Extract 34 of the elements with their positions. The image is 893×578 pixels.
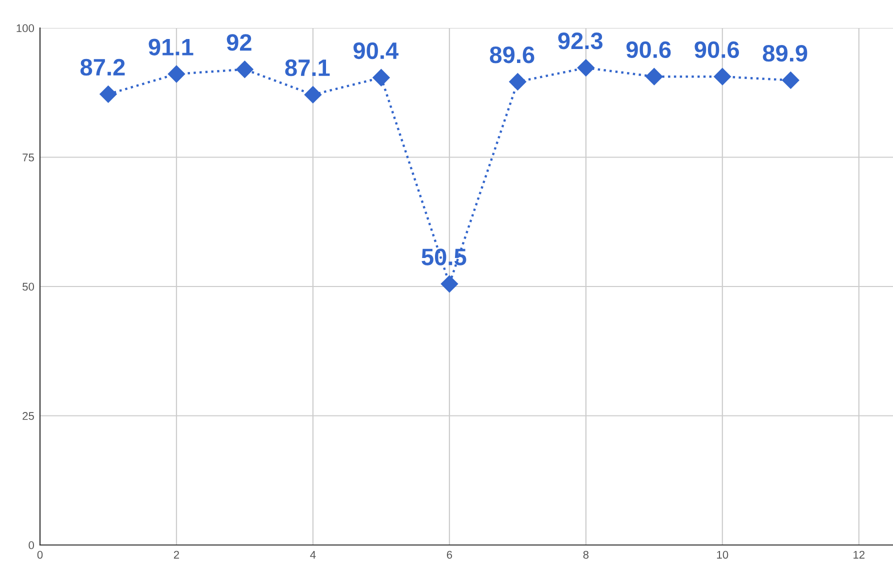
x-tick-label: 10	[717, 550, 728, 559]
x-tick-label: 4	[310, 550, 316, 559]
x-tick-label: 0	[37, 550, 43, 559]
data-label: 90.6	[694, 41, 739, 58]
point	[714, 68, 731, 86]
point	[100, 86, 117, 103]
data-label: 87.1	[285, 59, 330, 76]
point	[236, 60, 254, 78]
x-tick-label: 8	[583, 550, 589, 559]
x-tick-label: 6	[446, 550, 452, 559]
point	[440, 275, 458, 292]
point	[372, 69, 390, 86]
data-label: 89.6	[490, 46, 534, 64]
data-label: 92	[226, 34, 252, 51]
point	[509, 73, 526, 90]
point	[304, 86, 322, 104]
data-label: 92.3	[558, 32, 602, 50]
x-tick-label: 2	[174, 550, 180, 559]
y-tick-label: 50	[22, 282, 34, 291]
point	[168, 65, 186, 83]
y-tick-label: 75	[22, 154, 34, 162]
x-tick-label: 12	[854, 550, 864, 559]
point	[646, 68, 663, 86]
point	[577, 59, 594, 76]
y-tick-label: 100	[16, 24, 34, 32]
data-label: 90.4	[353, 42, 398, 60]
data-label: 91.1	[148, 38, 194, 56]
data-label: 90.6	[626, 41, 671, 58]
y-tick-label: 0	[28, 541, 34, 550]
y-tick-label: 25	[22, 412, 34, 420]
point	[782, 72, 800, 89]
data-label: 89.9	[762, 44, 808, 62]
data-label: 87.2	[80, 58, 125, 76]
data-label: 50.5	[422, 248, 466, 266]
